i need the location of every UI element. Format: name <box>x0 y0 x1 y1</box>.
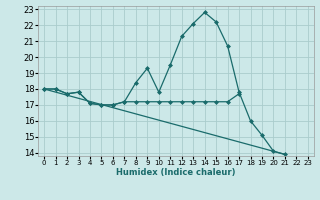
X-axis label: Humidex (Indice chaleur): Humidex (Indice chaleur) <box>116 168 236 177</box>
